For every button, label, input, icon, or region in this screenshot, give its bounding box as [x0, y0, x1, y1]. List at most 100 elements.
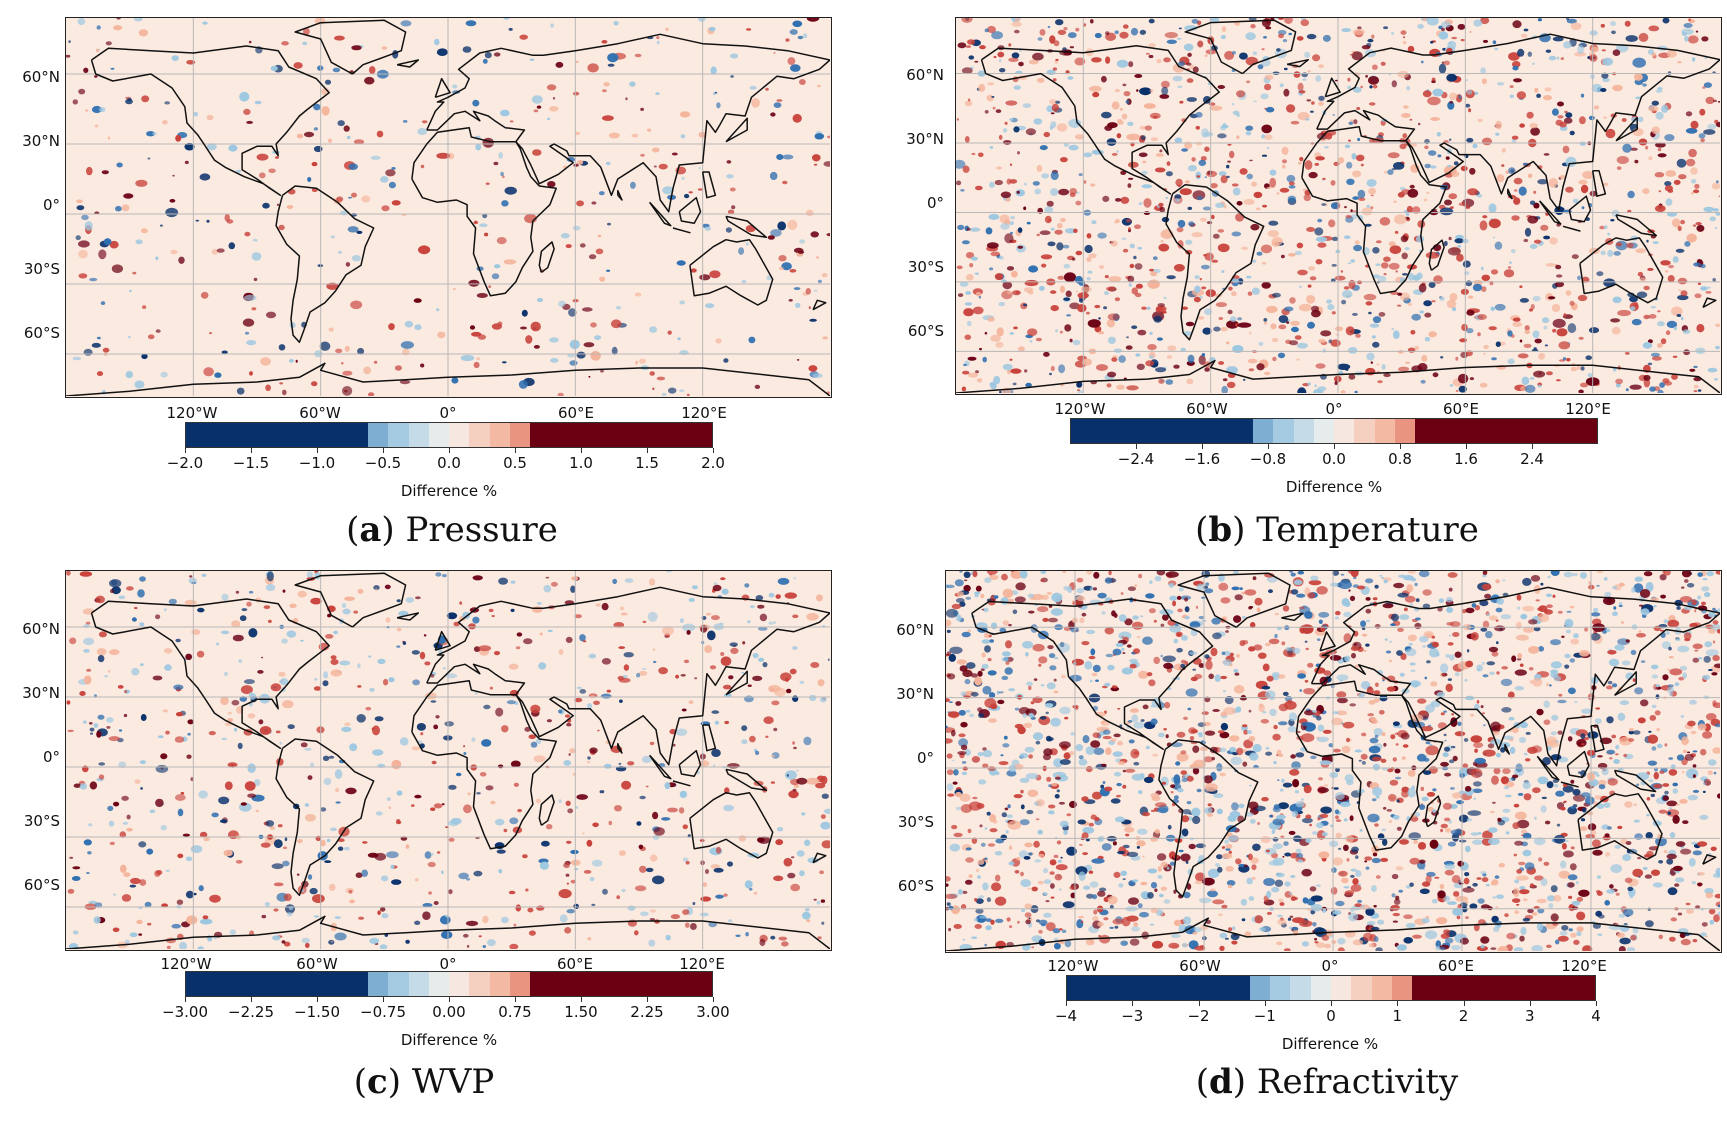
difference-speckle	[741, 671, 745, 674]
difference-speckle	[84, 221, 93, 231]
difference-speckle	[1134, 584, 1138, 588]
difference-speckle	[1124, 618, 1133, 626]
difference-speckle	[1177, 85, 1183, 89]
difference-speckle	[1446, 73, 1457, 82]
colorbar-segment	[469, 423, 490, 447]
colorbar-tick-mark	[449, 997, 450, 1002]
lon-label: 60°W	[299, 404, 341, 422]
difference-speckle	[282, 846, 288, 850]
difference-speckle	[1625, 639, 1630, 643]
difference-speckle	[1122, 878, 1126, 880]
difference-speckle	[606, 689, 611, 693]
difference-speckle	[1558, 870, 1570, 879]
difference-speckle	[1192, 745, 1200, 753]
difference-speckle	[323, 671, 329, 679]
difference-speckle	[122, 821, 129, 825]
difference-speckle	[982, 749, 993, 758]
difference-speckle	[1419, 888, 1430, 895]
difference-speckle	[1712, 71, 1716, 74]
colorbar-segment	[570, 423, 591, 447]
difference-speckle	[497, 321, 503, 326]
difference-speckle	[458, 872, 469, 880]
difference-speckle	[1524, 227, 1532, 237]
difference-speckle	[1104, 291, 1109, 296]
difference-speckle	[951, 824, 958, 830]
difference-speckle	[1710, 846, 1717, 851]
difference-speckle	[102, 347, 110, 353]
difference-speckle	[1414, 582, 1418, 587]
difference-speckle	[1205, 582, 1210, 586]
difference-speckle	[416, 723, 426, 731]
difference-speckle	[256, 153, 269, 161]
lon-label: 120°E	[681, 404, 727, 422]
difference-speckle	[498, 152, 504, 159]
difference-speckle	[536, 297, 544, 303]
difference-speckle	[1306, 99, 1312, 102]
difference-speckle	[1184, 25, 1198, 31]
difference-speckle	[283, 941, 291, 947]
difference-speckle	[1307, 662, 1314, 668]
colorbar-tick-label: −2.4	[1117, 450, 1155, 468]
difference-speckle	[1349, 703, 1356, 707]
difference-speckle	[1198, 355, 1206, 365]
difference-speckle	[1645, 145, 1649, 150]
difference-speckle	[971, 936, 978, 939]
difference-speckle	[1660, 338, 1667, 345]
difference-speckle	[1394, 230, 1399, 234]
difference-speckle	[1175, 178, 1183, 187]
difference-speckle	[1213, 326, 1221, 332]
difference-speckle	[1261, 48, 1265, 51]
difference-speckle	[1372, 316, 1382, 324]
difference-speckle	[1334, 792, 1345, 801]
difference-speckle	[961, 18, 973, 23]
difference-speckle	[1384, 638, 1388, 641]
difference-speckle	[1072, 339, 1081, 346]
difference-speckle	[1469, 903, 1478, 910]
difference-speckle	[1643, 374, 1651, 381]
difference-speckle	[1294, 335, 1302, 340]
difference-speckle	[967, 356, 977, 361]
difference-speckle	[1225, 848, 1231, 851]
difference-speckle	[1489, 671, 1495, 675]
colorbar-tick-label: −3.00	[162, 1003, 208, 1021]
difference-speckle	[1387, 152, 1400, 159]
difference-speckle	[1133, 255, 1137, 260]
difference-speckle	[502, 175, 505, 178]
difference-speckle	[1032, 181, 1040, 186]
caption-title: WVP	[411, 1062, 495, 1102]
difference-speckle	[219, 819, 228, 824]
difference-speckle	[1551, 108, 1559, 116]
difference-speckle	[1559, 175, 1566, 180]
difference-speckle	[751, 98, 760, 108]
colorbar-tick-label: 2.25	[630, 1003, 664, 1021]
difference-speckle	[746, 28, 752, 31]
difference-speckle	[160, 824, 168, 831]
difference-speckle	[1695, 905, 1701, 909]
difference-speckle	[1552, 36, 1564, 42]
difference-speckle	[1178, 61, 1185, 67]
difference-speckle	[1629, 384, 1642, 390]
difference-speckle	[1050, 290, 1057, 294]
difference-speckle	[1011, 21, 1022, 27]
difference-speckle	[197, 946, 204, 949]
difference-speckle	[296, 133, 304, 139]
difference-speckle	[75, 235, 81, 241]
difference-speckle	[1139, 911, 1149, 918]
difference-speckle	[1550, 913, 1559, 922]
difference-speckle	[1031, 946, 1035, 949]
difference-speckle	[989, 381, 997, 387]
difference-speckle	[1185, 180, 1190, 184]
difference-speckle	[805, 209, 814, 217]
difference-speckle	[741, 725, 748, 731]
difference-speckle	[1512, 65, 1519, 71]
difference-speckle	[705, 303, 715, 309]
difference-speckle	[1036, 919, 1040, 923]
difference-speckle	[155, 764, 169, 773]
difference-speckle	[1674, 682, 1680, 687]
difference-speckle	[1277, 352, 1286, 359]
difference-speckle	[1580, 818, 1586, 822]
difference-speckle	[1124, 826, 1135, 833]
difference-speckle	[1261, 797, 1269, 802]
difference-speckle	[1615, 753, 1619, 756]
difference-speckle	[1203, 131, 1214, 137]
